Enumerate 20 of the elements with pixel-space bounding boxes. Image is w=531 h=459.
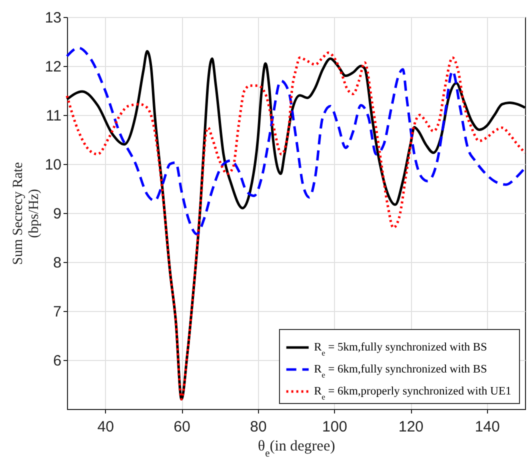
x-tick-label: 100 [322,418,348,436]
legend-label: R$_{e}$ = 5km,fully synchronized with BS [314,342,487,357]
y-tick-label: 9 [53,206,62,222]
legend-label: R$_{e}$ = 6km,fully synchronized with BS [314,364,487,379]
y-tick-label: 13 [44,10,62,26]
x-tick-label: 80 [250,418,267,436]
x-axis-title: θ$_{e}$(in degree) [258,438,336,459]
x-tick-label: 120 [398,418,424,436]
line-series [66,46,526,236]
y-tick-label: 6 [53,352,62,370]
y-tick-label: 7 [53,304,62,320]
y-tick-label: 11 [46,108,62,124]
y-tick-label: 12 [44,58,62,76]
y-tick-label: 10 [44,156,62,174]
legend-label: R$_{e}$ = 6km,properly synchronized with UE1 [314,386,512,401]
x-tick-label: 40 [97,418,114,436]
y-tick-label: 8 [53,254,62,272]
x-tick-label: 60 [174,418,190,436]
x-tick-label: 140 [474,418,500,436]
y-axis-title: Sum Secrecy Rate (bps/Hz) [10,162,42,265]
